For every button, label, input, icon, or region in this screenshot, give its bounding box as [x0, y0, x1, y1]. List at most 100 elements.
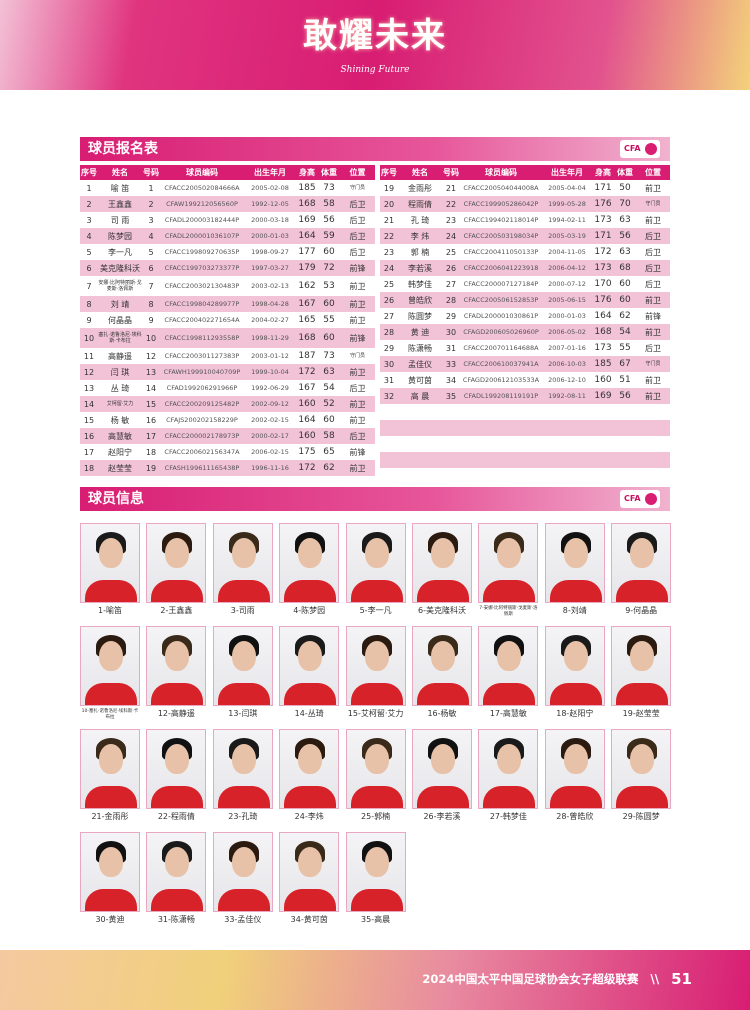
face — [563, 641, 588, 671]
player-card: 5-李一凡 — [345, 523, 406, 616]
player-code: CFACC200610037941A — [460, 356, 542, 372]
height: 173 — [594, 215, 612, 225]
player-photo — [212, 523, 273, 603]
player-card: 15-艾柯留·艾力 — [345, 626, 406, 719]
birth-date: 1998-11-29 — [244, 328, 296, 348]
position: 后卫 — [340, 196, 375, 212]
banner-subtitle: Shining Future — [340, 65, 410, 75]
face — [99, 641, 123, 671]
jersey-number: 34 — [445, 375, 457, 385]
weight: 60 — [323, 247, 335, 257]
face — [431, 744, 455, 774]
player-card: 16-杨敏 — [412, 626, 472, 719]
player-code: CFACC200007127184P — [463, 280, 539, 288]
player-code: CFASH199611165438P — [160, 460, 244, 476]
player-photo — [478, 626, 539, 706]
height: 172 — [594, 247, 612, 257]
player-photo — [80, 729, 140, 809]
player-code: CFADL200001036107P — [160, 228, 244, 244]
weight: 62 — [318, 460, 340, 476]
column-header: 出生年月 — [542, 165, 592, 180]
jersey-number: 1 — [148, 183, 154, 193]
birth-date: 2000-03-18 — [251, 216, 289, 224]
jersey-number: 23 — [445, 215, 457, 225]
player-photo — [212, 626, 273, 706]
player-photo — [544, 729, 605, 809]
player-code: CFACC199703273377P — [160, 260, 244, 276]
weight: 73 — [323, 351, 335, 361]
jersey-number: 5 — [148, 247, 154, 257]
birth-date: 1999-10-04 — [244, 364, 296, 380]
player-card: 35-高晨 — [345, 832, 406, 925]
jersey — [85, 889, 137, 911]
player-card: 19-赵莹莹 — [611, 626, 672, 719]
jersey — [217, 683, 270, 705]
face — [364, 641, 389, 671]
player-name: 杨 敏 — [110, 415, 130, 425]
footer-league-name: 2024中国太平中国足球协会女子超级联赛 — [422, 972, 639, 986]
player-card: 22-程雨倩 — [146, 729, 207, 822]
player-photo — [544, 523, 605, 603]
face — [165, 744, 190, 774]
table-row: 27 陈圆梦 29 CFADL200001030861P 2000-01-03 164 62… — [380, 308, 670, 324]
player-caption: 5-李一凡 — [359, 606, 392, 615]
jersey-number: 15 — [142, 396, 160, 412]
player-name: 曾皓欣 — [398, 292, 442, 308]
jersey — [284, 683, 337, 705]
table-row: 12 闫 琪 13 CFAWH199910040709P 1999-10-04 172 63… — [80, 364, 375, 380]
table-row: 29 陈潇畅 31 CFACC200701164688A 2007-01-16 173 55… — [380, 340, 670, 356]
player-photo — [611, 523, 672, 603]
player-caption: 23-孔琦 — [228, 812, 258, 821]
height: 187 — [298, 351, 316, 361]
column-header: 序号 — [80, 165, 98, 180]
column-header: 号码 — [142, 165, 160, 180]
row-number: 10 — [80, 328, 98, 348]
player-card: 14-丛琦 — [279, 626, 340, 719]
face — [563, 538, 588, 568]
player-code: CFACC199402118014P — [463, 216, 539, 224]
empty-row — [380, 436, 670, 452]
weight: 63 — [619, 215, 631, 225]
weight: 65 — [323, 447, 335, 457]
jersey — [616, 580, 669, 602]
player-card: 28-曾皓欣 — [544, 729, 605, 822]
player-caption: 10-塞扎·诺鲁洛尼·埃科斯·卡布拉 — [81, 709, 139, 720]
weight: 60 — [318, 328, 340, 348]
jersey — [151, 786, 204, 808]
position: 后卫 — [645, 279, 661, 289]
player-card: 30-黄迪 — [80, 832, 140, 925]
player-card: 4-陈梦园 — [279, 523, 340, 616]
table-row: 2 王鑫鑫 2 CFAW199212056560P 1992-12-05 168 58 后卫 — [80, 196, 375, 212]
player-name: 高静遥 — [108, 351, 132, 361]
birth-date: 2000-01-03 — [244, 228, 296, 244]
table-row: 3 司 雨 3 CFADL200003182444P 2000-03-18 169 56 后卫 — [80, 212, 375, 228]
column-header: 序号 — [380, 165, 398, 180]
player-code: CFACC199811293558P — [160, 328, 244, 348]
height: 168 — [296, 196, 318, 212]
player-caption: 27-韩梦佳 — [489, 812, 527, 821]
jersey-number: 8 — [142, 296, 160, 312]
player-name: 赵阳宁 — [108, 447, 132, 457]
jersey-number: 16 — [145, 415, 157, 425]
empty-row — [380, 404, 670, 420]
table-row: 28 黄 迪 30 CFAGD200605026960P 2006-05-02 168 54… — [380, 324, 670, 340]
face — [364, 744, 389, 774]
player-card: 7-安娜·比阿特丽斯·戈麦斯·洛佩斯 — [478, 523, 539, 618]
face — [231, 538, 256, 568]
player-name: 何晶晶 — [108, 315, 132, 325]
row-number: 5 — [86, 247, 92, 257]
row-number: 11 — [83, 351, 95, 361]
jersey-number: 19 — [142, 460, 160, 476]
height: 167 — [296, 296, 318, 312]
birth-date: 2006-05-02 — [542, 324, 592, 340]
table-row: 21 孔 琦 23 CFACC199402118014P 1994-02-11 173 63… — [380, 212, 670, 228]
empty-cell — [380, 452, 670, 468]
row-number: 19 — [383, 183, 395, 193]
table-row: 26 曾皓欣 28 CFACC200506152853P 2005-06-15 176 60… — [380, 292, 670, 308]
weight: 70 — [614, 196, 636, 212]
weight: 58 — [318, 428, 340, 444]
player-photo — [412, 729, 472, 809]
player-name: 高慧敏 — [98, 428, 142, 444]
jersey — [217, 786, 270, 808]
